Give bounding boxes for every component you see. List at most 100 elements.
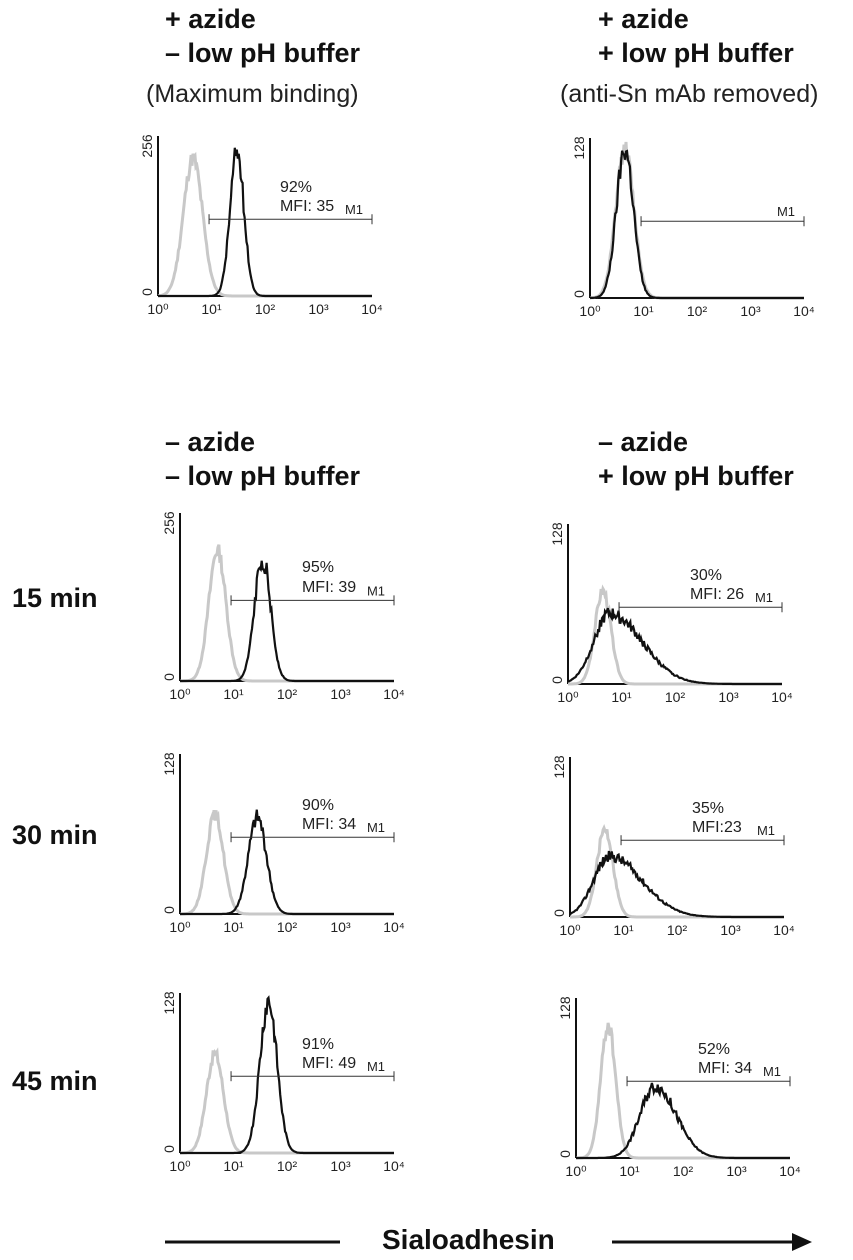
x-tick-label: 10¹ — [223, 919, 244, 935]
x-tick-label: 10³ — [330, 1158, 351, 1174]
gate-label: M1 — [367, 820, 385, 835]
x-tick-label: 10² — [277, 1158, 298, 1174]
x-tick-label: 10³ — [308, 301, 329, 317]
col1-top-line2: – low pH buffer — [165, 38, 360, 68]
x-tick-label: 10¹ — [223, 686, 244, 702]
col2-bottom-line2: + low pH buffer — [598, 461, 794, 491]
percent-label: 35% — [692, 800, 724, 817]
x-tick-label: 10⁴ — [773, 922, 795, 938]
col1-bottom-line1: – azide — [165, 427, 256, 457]
x-tick-label: 10² — [673, 1163, 694, 1179]
percent-label: 52% — [698, 1041, 730, 1058]
x-tick-label: 10³ — [740, 303, 761, 319]
sample-histogram — [589, 149, 804, 300]
x-tick-label: 10² — [255, 301, 276, 317]
x-tick-label: 10² — [665, 689, 686, 705]
x-tick-label: 10⁰ — [147, 301, 169, 317]
x-tick-label: 10⁰ — [169, 919, 191, 935]
x-tick-label: 10³ — [330, 919, 351, 935]
x-tick-label: 10⁴ — [383, 686, 405, 702]
y-tick-label: 0 — [549, 676, 565, 684]
col2-top-note: (anti-Sn mAb removed) — [560, 80, 819, 108]
col2-top-line1: + azide — [598, 4, 689, 34]
gate-label: M1 — [777, 204, 795, 219]
y-max-label: 256 — [139, 134, 155, 158]
mfi-label: MFI: 49 — [302, 1055, 356, 1072]
y-max-label: 128 — [161, 991, 177, 1015]
col2-bottom-line1: – azide — [598, 427, 689, 457]
gate-label: M1 — [755, 590, 773, 605]
x-tick-label: 10⁴ — [383, 919, 405, 935]
x-tick-label: 10⁴ — [779, 1163, 801, 1179]
percent-label: 91% — [302, 1036, 334, 1053]
gate-label: M1 — [345, 202, 363, 217]
x-tick-label: 10² — [277, 686, 298, 702]
x-tick-label: 10⁴ — [793, 303, 815, 319]
x-tick-label: 10⁰ — [169, 1158, 191, 1174]
sample-histogram — [576, 1082, 790, 1160]
gate-label: M1 — [763, 1064, 781, 1079]
x-tick-label: 10³ — [330, 686, 351, 702]
x-tick-label: 10⁰ — [579, 303, 601, 319]
x-tick-label: 10⁰ — [557, 689, 579, 705]
y-max-label: 128 — [557, 996, 573, 1020]
y-tick-label: 0 — [139, 288, 155, 296]
x-tick-label: 10¹ — [201, 301, 222, 317]
arrow-right-icon — [792, 1233, 812, 1251]
x-tick-label: 10² — [277, 919, 298, 935]
mfi-label: MFI: 35 — [280, 198, 334, 215]
sample-histogram — [180, 809, 394, 916]
mfi-label: MFI: 39 — [302, 579, 356, 596]
col1-top-line1: + azide — [165, 4, 256, 34]
sample-histogram — [180, 995, 394, 1155]
x-tick-label: 10⁰ — [169, 686, 191, 702]
sample-histogram — [567, 607, 782, 686]
percent-label: 90% — [302, 797, 334, 814]
gate-label: M1 — [757, 823, 775, 838]
mfi-label: MFI: 34 — [302, 816, 356, 833]
sample-histogram — [569, 850, 784, 919]
y-tick-label: 0 — [557, 1150, 573, 1158]
gate-label: M1 — [367, 583, 385, 598]
col1-bottom-line2: – low pH buffer — [165, 461, 360, 491]
y-max-label: 128 — [161, 752, 177, 776]
y-tick-label: 0 — [161, 673, 177, 681]
row-label-30min: 30 min — [12, 820, 98, 850]
x-tick-label: 10⁴ — [383, 1158, 405, 1174]
col2-top-header: + azide + low pH buffer — [598, 2, 794, 70]
mfi-label: MFI: 26 — [690, 586, 744, 603]
y-tick-label: 0 — [161, 906, 177, 914]
y-max-label: 128 — [571, 136, 587, 160]
y-max-label: 128 — [551, 755, 567, 779]
x-tick-label: 10¹ — [619, 1163, 640, 1179]
mfi-label: MFI: 34 — [698, 1060, 752, 1077]
x-tick-label: 10¹ — [633, 303, 654, 319]
x-tick-label: 10⁰ — [565, 1163, 587, 1179]
percent-label: 92% — [280, 179, 312, 196]
row-label-45min: 45 min — [12, 1066, 98, 1096]
x-tick-label: 10⁴ — [361, 301, 383, 317]
x-tick-label: 10³ — [726, 1163, 747, 1179]
y-tick-label: 0 — [571, 290, 587, 298]
mfi-label: MFI:23 — [692, 819, 742, 836]
percent-label: 95% — [302, 559, 334, 576]
gate-label: M1 — [367, 1059, 385, 1074]
col1-bottom-header: – azide – low pH buffer — [165, 425, 360, 493]
x-tick-label: 10² — [687, 303, 708, 319]
col1-top-header: + azide – low pH buffer — [165, 2, 360, 70]
x-tick-label: 10³ — [720, 922, 741, 938]
x-tick-label: 10³ — [718, 689, 739, 705]
sample-histogram — [180, 560, 394, 683]
x-tick-label: 10⁴ — [771, 689, 793, 705]
x-axis-title: Sialoadhesin — [382, 1224, 555, 1255]
y-max-label: 128 — [549, 522, 565, 546]
percent-label: 30% — [690, 567, 722, 584]
